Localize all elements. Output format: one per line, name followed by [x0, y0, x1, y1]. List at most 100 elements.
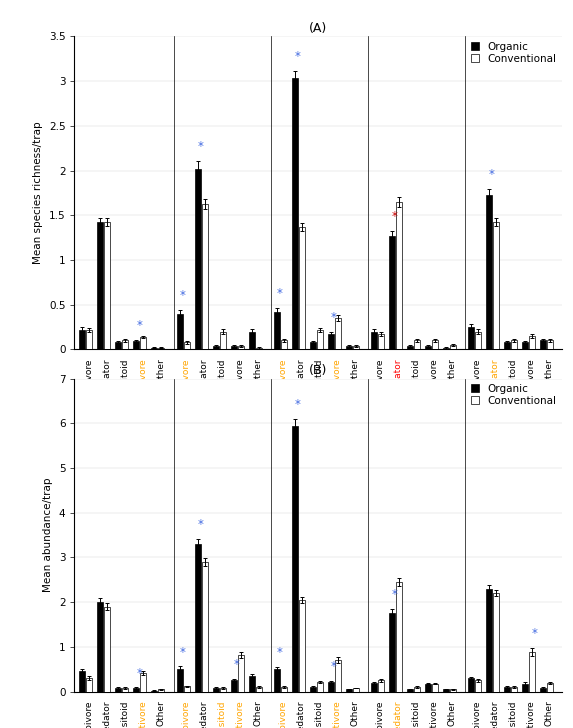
Bar — [474, 681, 481, 692]
Bar — [256, 687, 261, 692]
Bar — [202, 204, 207, 349]
Bar — [425, 684, 430, 692]
Bar — [237, 655, 244, 692]
Bar — [425, 346, 430, 349]
Bar — [219, 688, 226, 692]
Text: *: * — [532, 627, 537, 640]
Legend: Organic, Conventional: Organic, Conventional — [470, 41, 556, 63]
Bar — [511, 687, 516, 692]
Bar — [87, 330, 92, 349]
Legend: Organic, Conventional: Organic, Conventional — [470, 384, 556, 405]
Bar — [468, 678, 473, 692]
Bar — [521, 342, 528, 349]
Bar — [328, 681, 333, 692]
Bar — [219, 331, 226, 349]
Bar — [116, 688, 121, 692]
Bar — [97, 602, 104, 692]
Bar — [406, 689, 413, 692]
Bar — [80, 330, 85, 349]
Bar — [237, 346, 244, 349]
Bar — [273, 669, 280, 692]
Bar — [485, 589, 492, 692]
Y-axis label: Mean abundance/trap: Mean abundance/trap — [44, 478, 53, 593]
Bar — [183, 342, 190, 349]
Bar — [151, 691, 158, 692]
Text: UD: UD — [214, 468, 230, 478]
Bar — [292, 425, 297, 692]
Bar — [230, 346, 237, 349]
Text: *: * — [179, 289, 186, 302]
Bar — [116, 342, 121, 349]
Text: *: * — [179, 646, 186, 659]
Bar — [80, 671, 85, 692]
Bar — [256, 348, 261, 349]
Bar — [450, 345, 456, 349]
Text: *: * — [198, 518, 203, 531]
Y-axis label: Mean species richness/trap: Mean species richness/trap — [33, 122, 44, 264]
Bar — [352, 346, 359, 349]
Bar — [406, 346, 413, 349]
Bar — [442, 348, 449, 349]
Title: (A): (A) — [309, 23, 327, 35]
Bar — [474, 331, 481, 349]
Bar — [395, 582, 402, 692]
Text: *: * — [391, 588, 398, 601]
Bar — [540, 688, 545, 692]
Bar — [194, 169, 201, 349]
Bar — [335, 660, 340, 692]
Bar — [335, 318, 340, 349]
Bar — [511, 341, 516, 349]
Text: *: * — [198, 140, 203, 153]
Text: CG: CG — [117, 468, 133, 478]
Text: *: * — [136, 667, 143, 679]
Bar — [328, 334, 333, 349]
Bar — [299, 600, 304, 692]
Bar — [281, 341, 286, 349]
Bar — [292, 78, 297, 349]
Bar — [485, 194, 492, 349]
Bar — [309, 687, 316, 692]
Text: *: * — [136, 319, 143, 332]
Bar — [521, 684, 528, 692]
Bar — [104, 223, 111, 349]
Bar — [371, 683, 376, 692]
Bar — [97, 223, 104, 349]
Bar — [504, 687, 509, 692]
Text: *: * — [277, 646, 282, 659]
Text: *: * — [489, 168, 494, 181]
Bar — [230, 681, 237, 692]
Bar — [450, 689, 456, 692]
Bar — [151, 348, 158, 349]
Bar — [134, 341, 139, 349]
Bar — [273, 312, 280, 349]
Bar — [528, 652, 535, 692]
Bar — [299, 227, 304, 349]
Bar — [176, 669, 183, 692]
Bar — [378, 334, 383, 349]
Bar — [159, 348, 164, 349]
Text: *: * — [234, 658, 240, 671]
Bar — [194, 544, 201, 692]
Text: *: * — [331, 660, 336, 673]
Bar — [504, 342, 509, 349]
Bar — [123, 341, 128, 349]
Bar — [468, 327, 473, 349]
Bar — [281, 687, 286, 692]
Bar — [378, 681, 383, 692]
Bar — [371, 331, 376, 349]
Text: *: * — [391, 210, 398, 223]
Bar — [213, 688, 218, 692]
Bar — [414, 687, 419, 692]
Bar — [123, 688, 128, 692]
Bar — [202, 562, 207, 692]
Bar — [547, 683, 552, 692]
Bar — [249, 331, 254, 349]
Text: YJ: YJ — [508, 468, 518, 478]
Bar — [316, 330, 323, 349]
Bar — [431, 341, 438, 349]
Bar — [87, 678, 92, 692]
Text: *: * — [295, 398, 300, 411]
Bar — [388, 236, 395, 349]
Bar — [183, 687, 190, 692]
Bar — [528, 336, 535, 349]
